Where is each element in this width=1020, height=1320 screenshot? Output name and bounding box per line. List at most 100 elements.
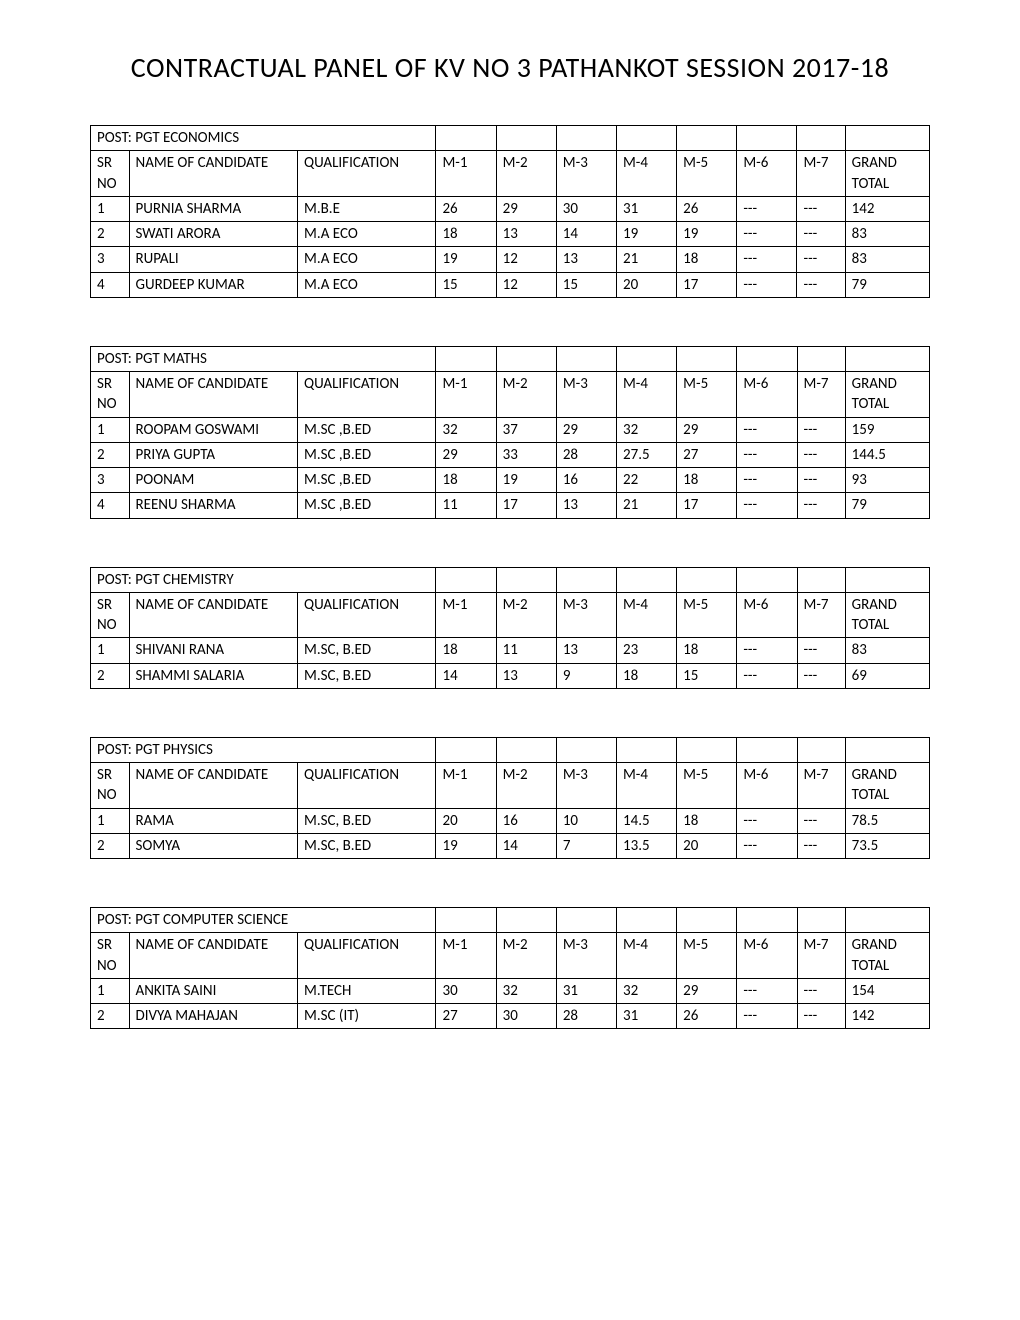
header-m3: M-3 — [556, 763, 616, 809]
empty-cell — [737, 908, 797, 933]
cell-m2: 29 — [496, 196, 556, 221]
cell-m5: 15 — [677, 663, 737, 688]
empty-cell — [616, 567, 676, 592]
panel-table: POST: PGT COMPUTER SCIENCESR NONAME OF C… — [90, 907, 930, 1029]
header-m6: M-6 — [737, 372, 797, 418]
cell-name: SHIVANI RANA — [129, 638, 298, 663]
empty-cell — [677, 346, 737, 371]
cell-m4: 19 — [616, 222, 676, 247]
empty-cell — [797, 737, 845, 762]
cell-m7: --- — [797, 247, 845, 272]
cell-name: SHAMMI SALARIA — [129, 663, 298, 688]
cell-m2: 11 — [496, 638, 556, 663]
cell-m1: 14 — [436, 663, 496, 688]
header-name: NAME OF CANDIDATE — [129, 933, 298, 979]
cell-m7: --- — [797, 978, 845, 1003]
table-row: 2SHAMMI SALARIAM.SC, B.ED141391815------… — [91, 663, 930, 688]
header-m2: M-2 — [496, 933, 556, 979]
empty-cell — [677, 737, 737, 762]
header-m7: M-7 — [797, 151, 845, 197]
cell-m4: 18 — [616, 663, 676, 688]
empty-cell — [436, 908, 496, 933]
empty-cell — [616, 346, 676, 371]
panel-table: POST: PGT PHYSICSSR NONAME OF CANDIDATEQ… — [90, 737, 930, 859]
cell-m1: 19 — [436, 247, 496, 272]
header-total: GRAND TOTAL — [845, 372, 929, 418]
header-m3: M-3 — [556, 592, 616, 638]
post-title: POST: PGT PHYSICS — [91, 737, 436, 762]
cell-total: 159 — [845, 417, 929, 442]
header-qual: QUALIFICATION — [298, 933, 436, 979]
post-title-row: POST: PGT CHEMISTRY — [91, 567, 930, 592]
cell-sr: 1 — [91, 196, 130, 221]
header-m1: M-1 — [436, 372, 496, 418]
cell-m5: 27 — [677, 442, 737, 467]
cell-qual: M.SC ,B.ED — [298, 468, 436, 493]
header-m7: M-7 — [797, 372, 845, 418]
cell-sr: 2 — [91, 1004, 130, 1029]
empty-cell — [797, 346, 845, 371]
header-total: GRAND TOTAL — [845, 592, 929, 638]
header-m7: M-7 — [797, 933, 845, 979]
table-row: 1PURNIA SHARMAM.B.E2629303126------142 — [91, 196, 930, 221]
header-m1: M-1 — [436, 763, 496, 809]
post-title: POST: PGT CHEMISTRY — [91, 567, 436, 592]
header-sr-no: SR NO — [91, 933, 130, 979]
empty-cell — [496, 737, 556, 762]
cell-m1: 30 — [436, 978, 496, 1003]
cell-sr: 2 — [91, 442, 130, 467]
cell-m4: 32 — [616, 978, 676, 1003]
cell-m6: --- — [737, 468, 797, 493]
header-m6: M-6 — [737, 592, 797, 638]
header-m3: M-3 — [556, 933, 616, 979]
cell-m2: 13 — [496, 222, 556, 247]
cell-total: 144.5 — [845, 442, 929, 467]
cell-m6: --- — [737, 833, 797, 858]
header-qual: QUALIFICATION — [298, 151, 436, 197]
cell-m5: 18 — [677, 247, 737, 272]
cell-m7: --- — [797, 663, 845, 688]
cell-total: 73.5 — [845, 833, 929, 858]
cell-m2: 14 — [496, 833, 556, 858]
empty-cell — [797, 908, 845, 933]
cell-m3: 14 — [556, 222, 616, 247]
cell-m4: 21 — [616, 493, 676, 518]
table-row: 4REENU SHARMAM.SC ,B.ED1117132117------7… — [91, 493, 930, 518]
cell-m7: --- — [797, 468, 845, 493]
header-qual: QUALIFICATION — [298, 372, 436, 418]
cell-m5: 20 — [677, 833, 737, 858]
post-title-row: POST: PGT MATHS — [91, 346, 930, 371]
header-m5: M-5 — [677, 933, 737, 979]
cell-m2: 37 — [496, 417, 556, 442]
cell-m4: 21 — [616, 247, 676, 272]
cell-qual: M.A ECO — [298, 272, 436, 297]
cell-name: ANKITA SAINI — [129, 978, 298, 1003]
header-m1: M-1 — [436, 933, 496, 979]
cell-m7: --- — [797, 808, 845, 833]
cell-m3: 9 — [556, 663, 616, 688]
cell-m4: 14.5 — [616, 808, 676, 833]
empty-cell — [496, 346, 556, 371]
cell-m4: 32 — [616, 417, 676, 442]
header-m6: M-6 — [737, 933, 797, 979]
cell-qual: M.TECH — [298, 978, 436, 1003]
header-row: SR NONAME OF CANDIDATEQUALIFICATIONM-1M-… — [91, 933, 930, 979]
cell-m1: 15 — [436, 272, 496, 297]
cell-m5: 19 — [677, 222, 737, 247]
header-m5: M-5 — [677, 763, 737, 809]
cell-total: 83 — [845, 222, 929, 247]
cell-m6: --- — [737, 272, 797, 297]
header-m5: M-5 — [677, 592, 737, 638]
cell-m4: 27.5 — [616, 442, 676, 467]
table-row: 1ROOPAM GOSWAMIM.SC ,B.ED3237293229-----… — [91, 417, 930, 442]
header-m3: M-3 — [556, 372, 616, 418]
cell-m2: 32 — [496, 978, 556, 1003]
cell-m3: 7 — [556, 833, 616, 858]
cell-m3: 31 — [556, 978, 616, 1003]
cell-m2: 12 — [496, 247, 556, 272]
empty-cell — [556, 346, 616, 371]
empty-cell — [436, 346, 496, 371]
empty-cell — [845, 737, 929, 762]
header-total: GRAND TOTAL — [845, 151, 929, 197]
empty-cell — [845, 567, 929, 592]
